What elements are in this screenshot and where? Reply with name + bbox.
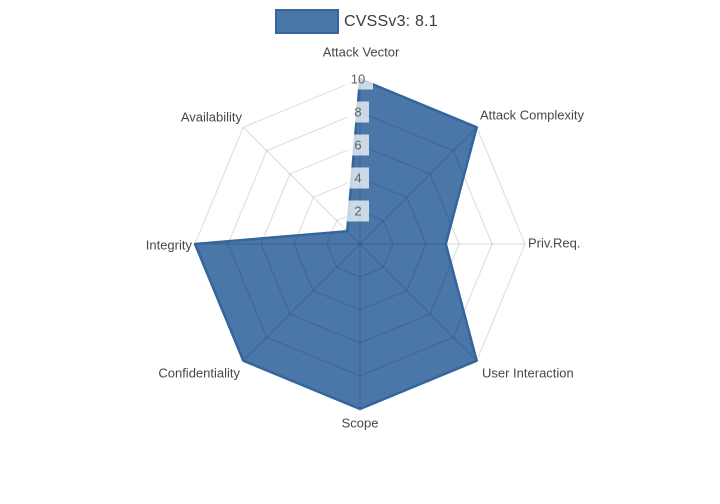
grid-ring-8 xyxy=(227,111,493,377)
axis-label-availability: Availability xyxy=(181,110,243,125)
legend-swatch-icon xyxy=(275,9,339,34)
radial-tick-label-2: 2 xyxy=(354,204,361,219)
radial-tick-label-10: 10 xyxy=(351,72,365,87)
axis-label-attack-complexity: Attack Complexity xyxy=(480,108,585,123)
grid-spoke-confidentiality xyxy=(242,243,361,362)
radial-tick-label-6: 6 xyxy=(354,138,361,153)
series-polygon-fill-cvssv3-8-1[interactable] xyxy=(195,79,477,409)
grid-spoke-user-interaction xyxy=(359,243,478,362)
grid-ring-2 xyxy=(326,210,394,278)
tick-box-8 xyxy=(347,101,369,123)
axis-label-attack-vector: Attack Vector xyxy=(323,45,400,60)
grid-ring-4 xyxy=(293,177,427,311)
tick-box-10 xyxy=(343,68,373,90)
axis-label-user-interaction: User Interaction xyxy=(482,366,574,381)
legend[interactable]: CVSSv3: 8.1 xyxy=(275,9,438,34)
grid-spoke-availability xyxy=(242,126,361,245)
axis-label-priv-req: Priv.Req. xyxy=(528,236,581,251)
grid-spoke-attack-complexity xyxy=(359,126,478,245)
angular-axis-labels: Attack Vector Attack Complexity Priv.Req. U… xyxy=(146,45,585,431)
axis-label-integrity: Integrity xyxy=(146,238,193,253)
radial-tick-label-8: 8 xyxy=(354,105,361,120)
series-polygon-outline-cvssv3-8-1[interactable] xyxy=(193,77,478,411)
tick-box-6 xyxy=(347,134,369,156)
tick-box-2 xyxy=(347,200,369,222)
tick-box-4 xyxy=(347,167,369,189)
grid-ring-6 xyxy=(260,144,460,344)
radial-tick-label-4: 4 xyxy=(354,171,361,186)
radial-axis-ticks: 2 4 6 8 10 xyxy=(343,68,373,222)
axis-label-confidentiality: Confidentiality xyxy=(158,366,240,381)
polar-grid xyxy=(194,78,526,410)
axis-label-scope: Scope xyxy=(342,416,379,431)
legend-label: CVSSv3: 8.1 xyxy=(344,12,438,30)
